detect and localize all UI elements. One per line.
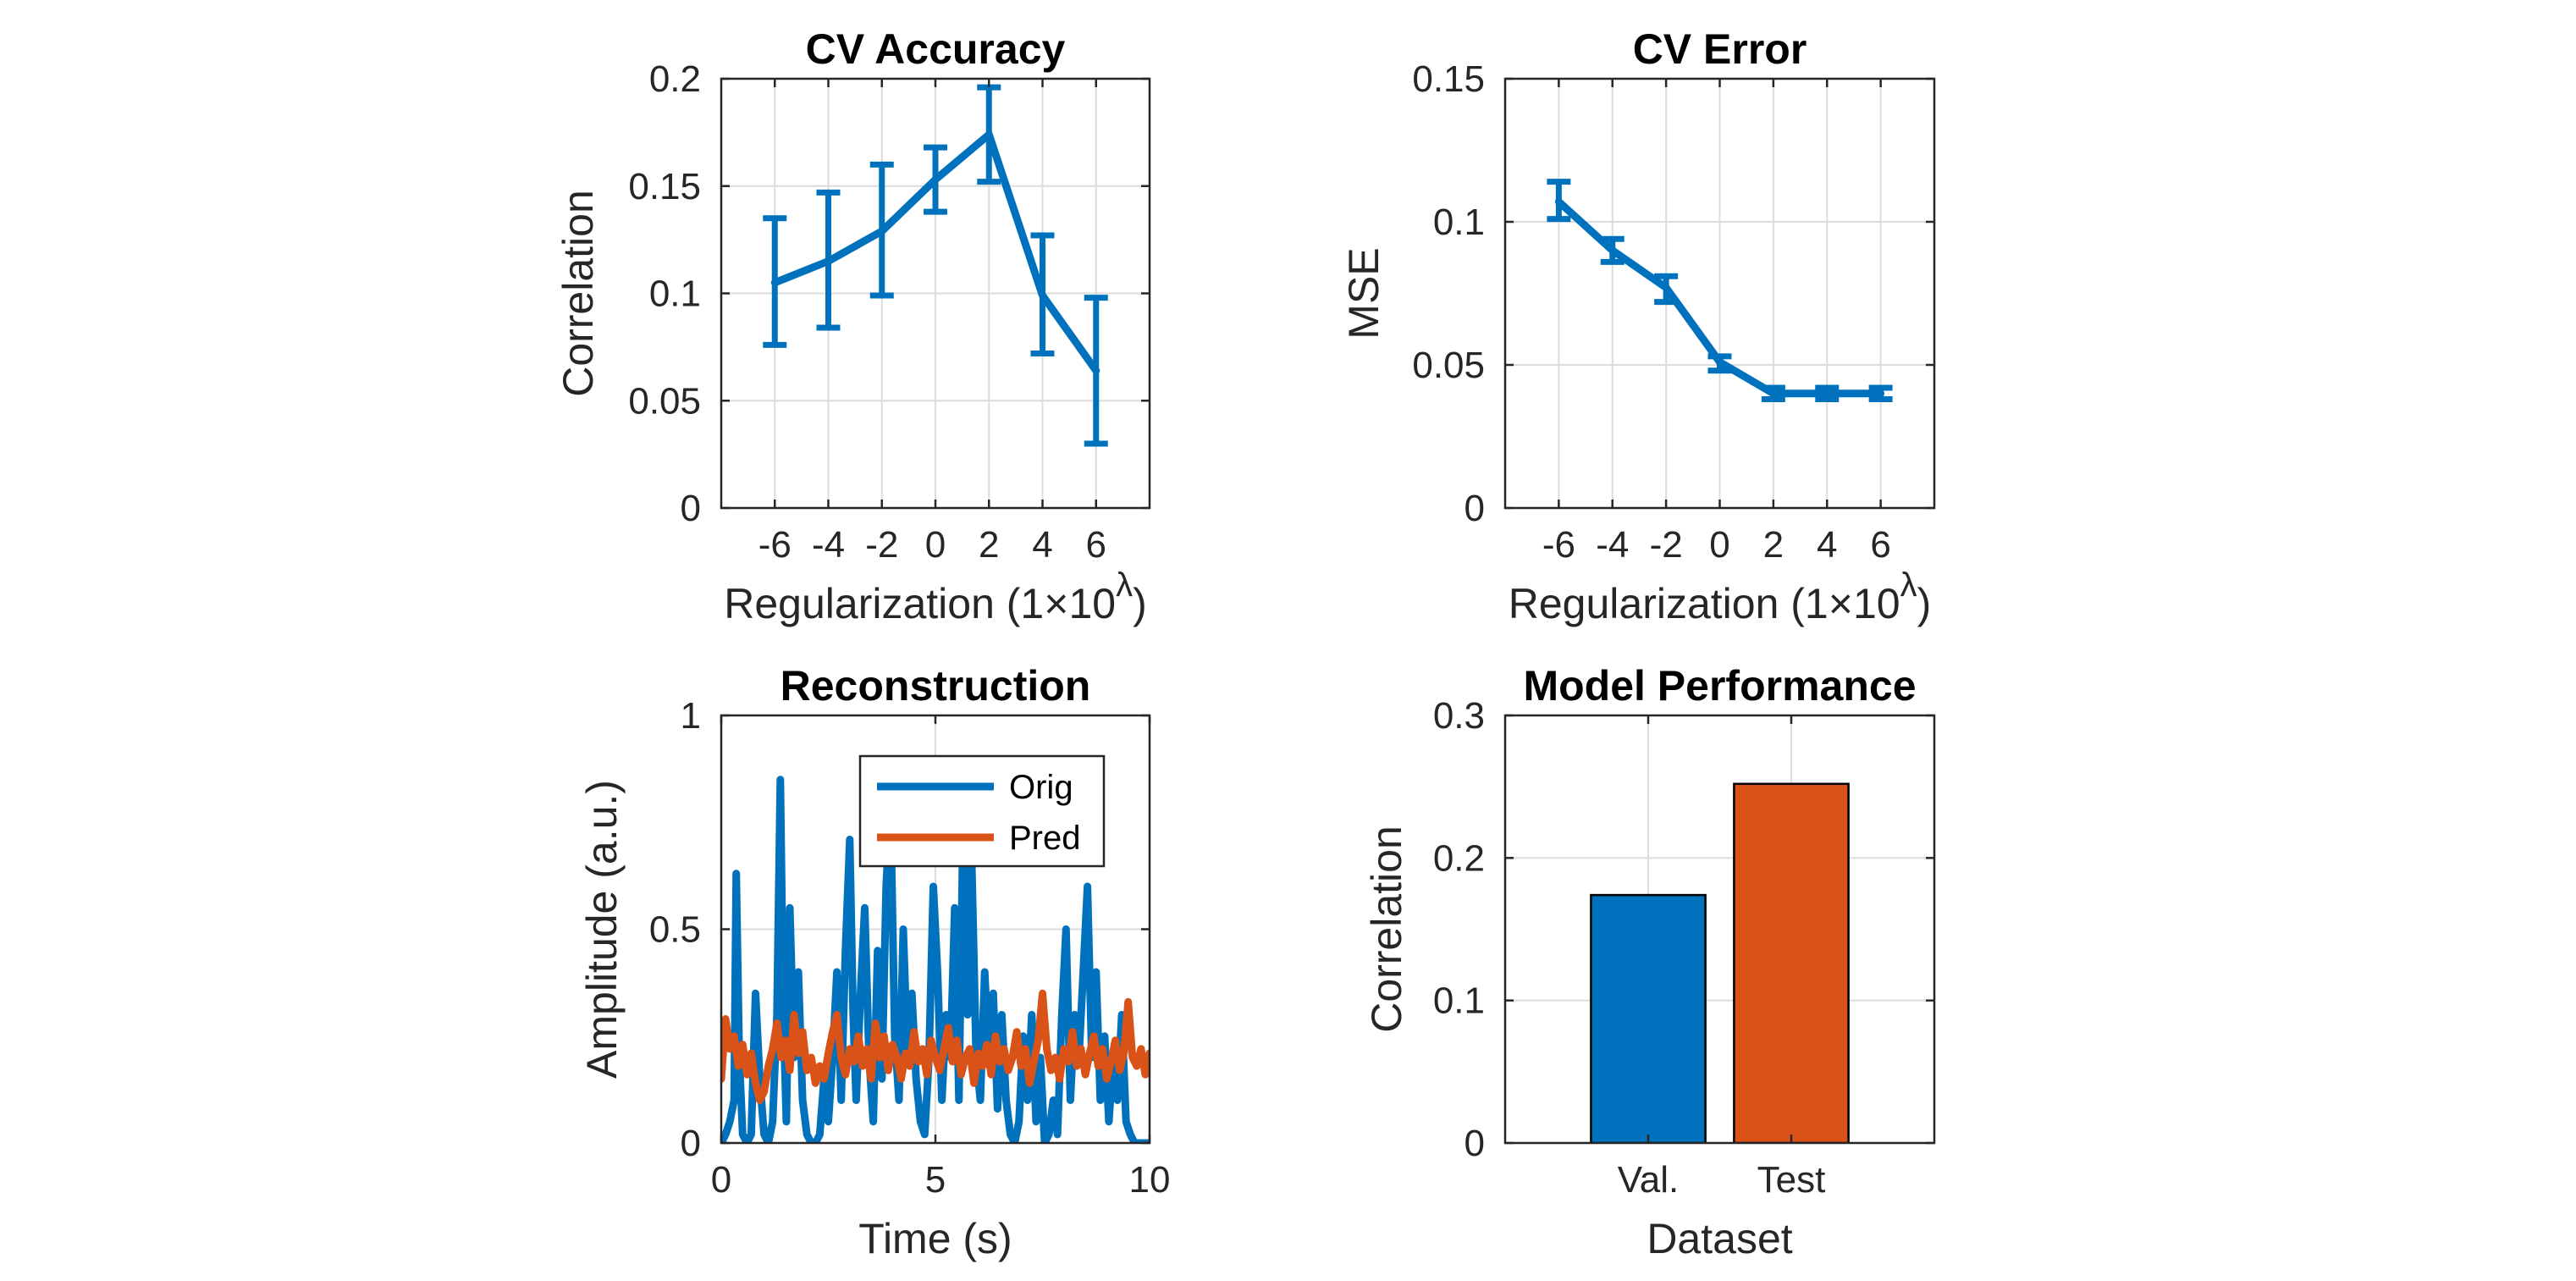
cv-accuracy-xtick-label: 0 <box>925 524 946 566</box>
model-performance-data <box>1590 782 1850 1143</box>
cv-error-xtick-label: -6 <box>1542 524 1575 566</box>
cv-error-errorbar <box>1761 384 1785 403</box>
cv-accuracy-xtick-label: -2 <box>865 524 898 566</box>
cv-accuracy-ytick-label: 0.1 <box>649 273 701 315</box>
cv-error-data <box>1547 179 1893 403</box>
cv-accuracy-xtick-label: 2 <box>979 524 999 566</box>
cv-error-errorbar <box>1547 179 1571 223</box>
reconstruction-data <box>721 776 1150 1143</box>
cv-accuracy-errorbar <box>977 84 1001 185</box>
cv-accuracy-ytick-label: 0.05 <box>628 380 701 422</box>
cv-error-xtick-label: 4 <box>1817 524 1837 566</box>
cv-error-ytick-label: 0.15 <box>1412 58 1485 100</box>
model-performance-ytick-label: 0.3 <box>1433 695 1485 737</box>
cv-accuracy-title: CV Accuracy <box>806 25 1066 73</box>
cv-accuracy-data <box>763 84 1108 447</box>
model-performance-ytick-label: 0.2 <box>1433 837 1485 879</box>
cv-error-ylabel: MSE <box>1340 247 1387 339</box>
cv-error-ytick-label: 0.05 <box>1412 345 1485 386</box>
model-performance-title: Model Performance <box>1523 662 1916 710</box>
model-performance-xtick-label: Val. <box>1618 1159 1680 1201</box>
cv-error-errorbar <box>1868 384 1893 403</box>
reconstruction-ytick-label: 0 <box>681 1123 701 1164</box>
reconstruction-series-pred <box>721 989 1150 1104</box>
reconstruction-chart: 0 5 10 0 0.5 1 Reconstruction Time (s) Amplitude… <box>578 662 1170 1262</box>
model-performance-chart: Val. Test 0 0.1 0.2 0.3 Model Performance Datas… <box>1363 662 1936 1262</box>
reconstruction-legend: Orig Pred <box>858 754 1106 868</box>
model-performance-ylabel: Correlation <box>1363 825 1410 1033</box>
cv-error-errorbar <box>1707 353 1732 374</box>
reconstruction-legend-box <box>858 754 1106 868</box>
cv-accuracy-xlabel: Regularization (1×10λ) <box>724 566 1146 627</box>
cv-error-xlabel-close: ) <box>1917 580 1932 627</box>
cv-error-xtick-label: 2 <box>1763 524 1784 566</box>
cv-error-title: CV Error <box>1633 25 1807 73</box>
cv-error-xtick-label: -4 <box>1596 524 1629 566</box>
cv-error-xlabel: Regularization (1×10λ) <box>1509 566 1931 627</box>
cv-accuracy-ytick-label: 0 <box>681 488 701 529</box>
cv-error-xtick-label: -2 <box>1650 524 1683 566</box>
cv-accuracy-errorbar <box>816 189 841 331</box>
cv-accuracy-xtick-label: -4 <box>812 524 845 566</box>
reconstruction-ytick-label: 0.5 <box>649 909 701 951</box>
reconstruction-xtick-label: 5 <box>925 1159 946 1201</box>
cv-accuracy-xtick-label: 6 <box>1086 524 1106 566</box>
cv-accuracy-xlabel-main: Regularization (1×10 <box>724 580 1116 627</box>
cv-error-ytick-label: 0 <box>1465 488 1485 529</box>
model-performance-axes-box <box>1503 714 1936 1145</box>
model-performance-axes-bg <box>1505 715 1934 1143</box>
cv-error-xlabel-sup: λ <box>1900 566 1917 604</box>
cv-accuracy-errorbar <box>1084 295 1108 447</box>
model-performance-xlabel: Dataset <box>1647 1215 1792 1262</box>
reconstruction-legend-label-orig: Orig <box>1009 769 1073 806</box>
model-performance-ytick-label: 0.1 <box>1433 980 1485 1022</box>
reconstruction-xtick-label: 0 <box>711 1159 731 1201</box>
reconstruction-title: Reconstruction <box>781 662 1091 710</box>
cv-accuracy-chart: -6 -4 -2 0 2 4 600.050.10.150.2CV AccuracyRegu… <box>554 25 1151 627</box>
cv-accuracy-ytick-label: 0.2 <box>649 58 701 100</box>
cv-accuracy-xtick-label: 4 <box>1032 524 1052 566</box>
reconstruction-ylabel: Amplitude (a.u.) <box>578 780 626 1079</box>
model-performance-bar-test <box>1733 782 1850 1143</box>
model-performance-bar-val <box>1590 893 1707 1143</box>
reconstruction-legend-label-pred: Pred <box>1009 820 1081 857</box>
cv-error-xlabel-main: Regularization (1×10 <box>1509 580 1900 627</box>
cv-error-errorbar <box>1600 235 1624 265</box>
reconstruction-xlabel: Time (s) <box>858 1215 1012 1262</box>
cv-error-errorbar <box>1815 384 1840 403</box>
cv-accuracy-ylabel: Correlation <box>554 190 602 397</box>
cv-accuracy-xlabel-close: ) <box>1133 580 1147 627</box>
cv-accuracy-xlabel-sup: λ <box>1116 566 1133 604</box>
cv-accuracy-errorbar <box>924 144 947 215</box>
cv-accuracy-errorbar <box>1030 232 1055 356</box>
cv-accuracy-xtick-label: -6 <box>758 524 792 566</box>
cv-accuracy-errorbar <box>869 161 894 299</box>
reconstruction-ytick-label: 1 <box>681 695 701 737</box>
reconstruction-xtick-label: 10 <box>1129 1159 1171 1201</box>
cv-error-errorbar <box>1654 273 1679 306</box>
cv-accuracy-errorbar <box>763 215 787 348</box>
cv-error-ytick-label: 0.1 <box>1433 202 1485 243</box>
cv-error-xtick-label: 6 <box>1870 524 1890 566</box>
cv-error-xtick-label: 0 <box>1709 524 1729 566</box>
model-performance-xtick-label: Test <box>1757 1159 1826 1201</box>
cv-accuracy-ytick-label: 0.15 <box>628 166 701 207</box>
model-performance-ytick-label: 0 <box>1465 1123 1485 1164</box>
